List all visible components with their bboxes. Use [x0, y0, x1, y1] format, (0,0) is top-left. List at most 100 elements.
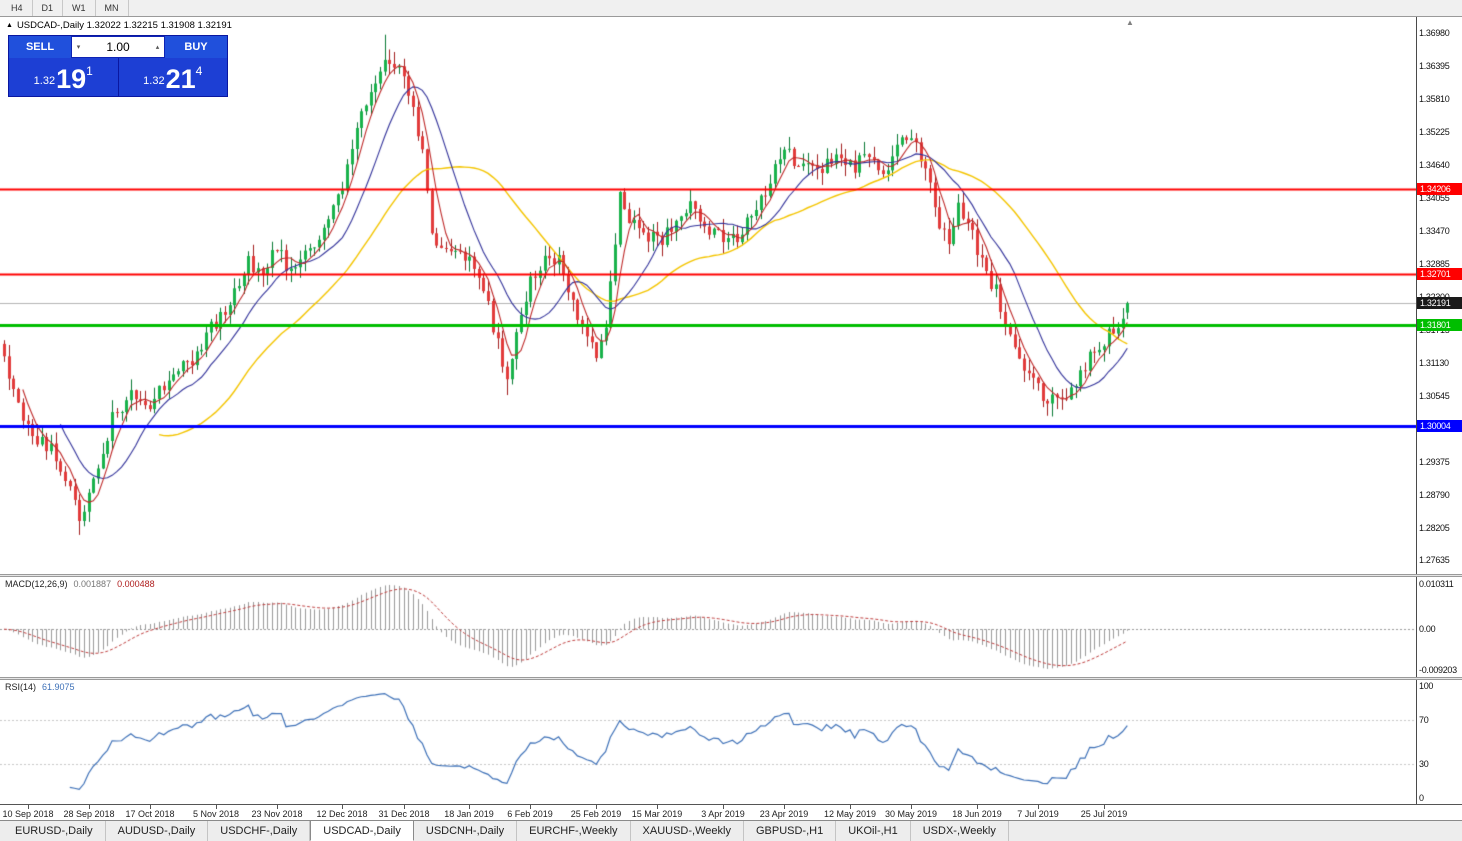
buy-price-point: 4 — [195, 64, 203, 78]
buy-price-figure: 1.32 — [143, 75, 165, 87]
date-tick — [530, 805, 531, 809]
chart-tab-usdcad-daily[interactable]: USDCAD-,Daily — [310, 820, 414, 841]
timeframe-button-mn[interactable]: MN — [96, 0, 129, 16]
date-axis-label: 25 Jul 2019 — [1080, 809, 1128, 819]
volume-value[interactable]: 1.00 — [106, 40, 130, 54]
timeframe-toolbar: H4 D1 W1 MN — [0, 0, 1462, 17]
rsi-axis-label: 30 — [1419, 759, 1429, 770]
date-tick — [723, 805, 724, 809]
date-tick — [404, 805, 405, 809]
date-tick — [216, 805, 217, 809]
price-axis-label: 1.32885 — [1419, 258, 1450, 269]
chart-tab-usdx-weekly[interactable]: USDX-,Weekly — [911, 821, 1009, 841]
date-axis-label: 28 Sep 2018 — [63, 809, 115, 819]
date-axis-label: 5 Nov 2018 — [192, 809, 240, 819]
candlestick-chart-canvas[interactable] — [0, 17, 1416, 574]
date-tick — [911, 805, 912, 809]
level-price-tag: 1.32701 — [1417, 268, 1462, 281]
chart-tab-usdchf-daily[interactable]: USDCHF-,Daily — [208, 821, 311, 841]
chart-header: ▲ USDCAD-,Daily 1.32022 1.32215 1.31908 … — [6, 20, 232, 31]
price-axis-label: 1.35810 — [1419, 93, 1450, 104]
rsi-indicator-label: RSI(14) 61.9075 — [5, 682, 75, 692]
date-tick — [28, 805, 29, 809]
timeframe-button-d1[interactable]: D1 — [33, 0, 64, 16]
date-axis-label: 7 Jul 2019 — [1017, 809, 1059, 819]
chart-shift-marker-icon[interactable]: ▲ — [1126, 18, 1134, 27]
chart-tab-gbpusd-h1[interactable]: GBPUSD-,H1 — [744, 821, 837, 841]
price-chart-plot[interactable]: ▲ USDCAD-,Daily 1.32022 1.32215 1.31908 … — [0, 17, 1416, 574]
macd-plot[interactable]: MACD(12,26,9) 0.001887 0.000488 — [0, 577, 1416, 677]
date-axis-label: 6 Feb 2019 — [507, 809, 553, 819]
price-axis-label: 1.27635 — [1419, 555, 1450, 565]
macd-axis-label: 0.00 — [1419, 624, 1436, 635]
date-tick — [850, 805, 851, 809]
rsi-axis[interactable]: 100 70 30 0 — [1416, 680, 1462, 804]
date-axis-label: 18 Jan 2019 — [444, 809, 494, 819]
price-axis-label: 1.31130 — [1419, 357, 1449, 368]
symbol-marker-icon: ▲ — [6, 22, 13, 29]
rsi-axis-label: 70 — [1419, 714, 1429, 725]
price-axis-label: 1.34055 — [1419, 192, 1450, 203]
date-axis-label: 23 Apr 2019 — [759, 809, 809, 819]
date-axis-label: 3 Apr 2019 — [701, 809, 745, 819]
date-axis-label: 12 Dec 2018 — [316, 809, 368, 819]
date-tick — [784, 805, 785, 809]
sell-price-figure: 1.32 — [33, 75, 56, 87]
rsi-row: RSI(14) 61.9075 100 70 30 0 — [0, 680, 1462, 804]
macd-row: MACD(12,26,9) 0.001887 0.000488 0.010311… — [0, 577, 1462, 677]
timeframe-button-h4[interactable]: H4 — [2, 0, 33, 16]
sell-price-point: 1 — [86, 64, 93, 78]
timeframe-button-w1[interactable]: W1 — [63, 0, 96, 16]
macd-axis-label: 0.010311 — [1419, 578, 1454, 589]
date-tick — [1104, 805, 1105, 809]
date-axis-label: 25 Feb 2019 — [570, 809, 622, 819]
date-tick — [1038, 805, 1039, 809]
chart-tab-ukoil-h1[interactable]: UKOil-,H1 — [836, 821, 911, 841]
volume-increase-icon[interactable]: ▴ — [155, 44, 160, 51]
price-axis-label: 1.35225 — [1419, 126, 1450, 137]
trade-buttons-row: SELL ▾ 1.00 ▴ BUY — [9, 36, 227, 58]
date-axis-label: 10 Sep 2018 — [2, 809, 54, 819]
level-price-tag: 1.31801 — [1417, 319, 1462, 332]
buy-price-display[interactable]: 1.32 21 4 — [118, 58, 227, 96]
chart-tab-audusd-daily[interactable]: AUDUSD-,Daily — [106, 821, 209, 841]
rsi-axis-label: 0 — [1419, 793, 1424, 803]
chart-tab-eurusd-daily[interactable]: EURUSD-,Daily — [3, 821, 106, 841]
volume-input[interactable]: ▾ 1.00 ▴ — [72, 37, 164, 57]
macd-axis[interactable]: 0.010311 0.00 -0.009203 — [1416, 577, 1462, 677]
chart-tab-usdcnh-daily[interactable]: USDCNH-,Daily — [414, 821, 518, 841]
rsi-value: 61.9075 — [42, 682, 75, 692]
rsi-chart-canvas[interactable] — [0, 680, 1416, 804]
price-axis[interactable]: 1.36980 1.36395 1.35810 1.35225 1.34640 1.340… — [1416, 17, 1462, 574]
rsi-axis-label: 100 — [1419, 681, 1434, 691]
price-axis-label: 1.30545 — [1419, 390, 1450, 401]
chart-tab-eurchf-weekly[interactable]: EURCHF-,Weekly — [517, 821, 631, 841]
macd-indicator-label: MACD(12,26,9) 0.001887 0.000488 — [5, 579, 155, 589]
macd-chart-canvas[interactable] — [0, 577, 1416, 677]
date-axis[interactable]: 10 Sep 2018 28 Sep 2018 17 Oct 2018 5 Nov 2… — [0, 804, 1462, 820]
buy-button[interactable]: BUY — [165, 36, 227, 58]
one-click-trading-widget: SELL ▾ 1.00 ▴ BUY 1.32 19 1 1.32 — [8, 35, 228, 97]
chart-tab-bar: EURUSD-,Daily AUDUSD-,Daily USDCHF-,Daily U… — [0, 820, 1462, 841]
date-tick — [657, 805, 658, 809]
chart-ohlc-title: USDCAD-,Daily 1.32022 1.32215 1.31908 1.… — [16, 20, 232, 31]
panel-splitter[interactable] — [0, 574, 1462, 577]
price-axis-label: 1.36980 — [1419, 28, 1450, 38]
price-axis-label: 1.29375 — [1419, 456, 1450, 467]
panel-splitter-2[interactable] — [0, 677, 1462, 680]
macd-name: MACD(12,26,9) — [5, 579, 68, 589]
price-chart-row: ▲ USDCAD-,Daily 1.32022 1.32215 1.31908 … — [0, 17, 1462, 574]
price-axis-label: 1.32300 — [1419, 292, 1450, 302]
rsi-plot[interactable]: RSI(14) 61.9075 — [0, 680, 1416, 804]
chart-tab-xauusd-weekly[interactable]: XAUUSD-,Weekly — [631, 821, 744, 841]
current-price-tag: 1.32191 — [1417, 297, 1462, 310]
price-axis-label: 1.28205 — [1419, 522, 1450, 533]
date-tick — [596, 805, 597, 809]
price-axis-label: 1.34640 — [1419, 159, 1450, 170]
sell-price-display[interactable]: 1.32 19 1 — [9, 58, 118, 96]
sell-button[interactable]: SELL — [9, 36, 71, 58]
volume-decrease-icon[interactable]: ▾ — [76, 44, 81, 51]
chart-window: ▲ USDCAD-,Daily 1.32022 1.32215 1.31908 … — [0, 17, 1462, 820]
buy-price-pips: 21 — [165, 64, 196, 94]
date-tick — [977, 805, 978, 809]
